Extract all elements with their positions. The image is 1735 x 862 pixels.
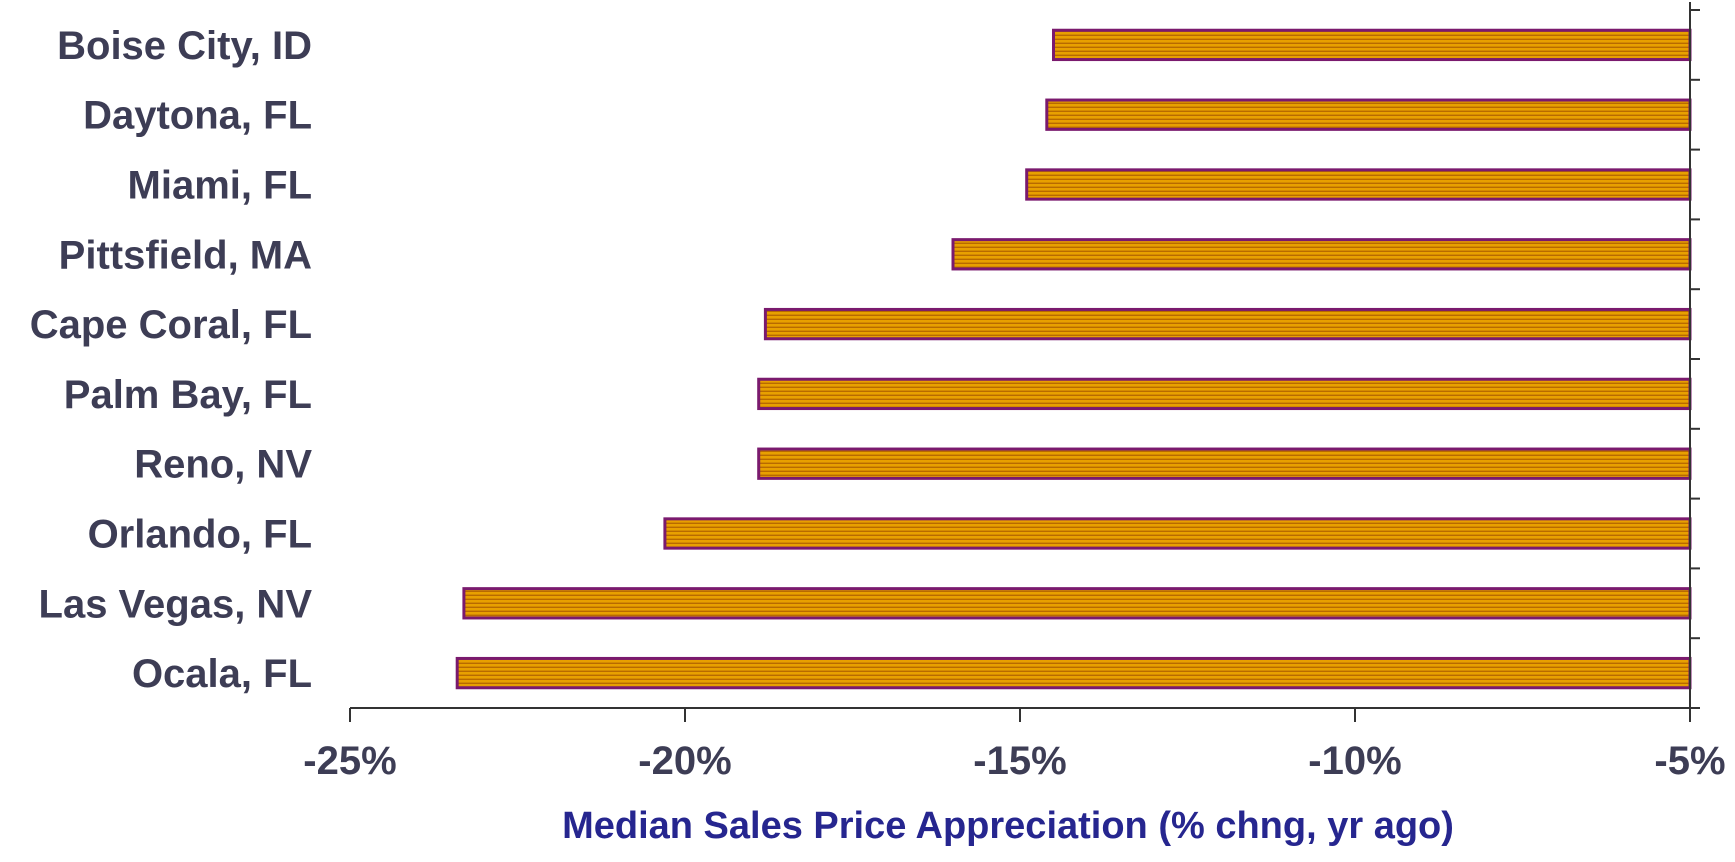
category-label: Ocala, FL	[132, 652, 312, 696]
x-tick-label: -5%	[1654, 739, 1725, 783]
bar	[1025, 168, 1692, 201]
bar	[663, 517, 1692, 550]
category-label: Reno, NV	[134, 443, 312, 487]
category-label: Palm Bay, FL	[64, 373, 312, 417]
category-label: Pittsfield, MA	[59, 233, 312, 277]
bar	[757, 377, 1692, 411]
x-axis-title: Median Sales Price Appreciation (% chng,…	[562, 805, 1454, 847]
x-tick-label: -20%	[638, 739, 731, 783]
category-labels: Boise City, ID Daytona, FL Miami, FL Pittsf…	[30, 24, 313, 696]
bar	[455, 656, 1692, 690]
x-tick-label: -25%	[303, 739, 396, 783]
tick-labels: -25% -20% -15% -10% -5%	[303, 739, 1725, 783]
bar	[462, 587, 1692, 620]
category-label: Boise City, ID	[57, 24, 312, 68]
category-label: Miami, FL	[128, 164, 312, 208]
bar	[763, 307, 1692, 341]
axis-layer	[349, 2, 1700, 722]
category-label: Orlando, FL	[88, 513, 312, 557]
bar	[757, 447, 1692, 480]
category-label: Las Vegas, NV	[39, 582, 313, 626]
bar	[1045, 98, 1692, 131]
bars-layer	[455, 28, 1692, 690]
x-tick-label: -15%	[973, 739, 1066, 783]
category-label: Daytona, FL	[83, 94, 312, 138]
bar	[951, 238, 1692, 271]
x-tick-label: -10%	[1308, 739, 1401, 783]
category-label: Cape Coral, FL	[30, 303, 312, 347]
bar	[1052, 28, 1692, 62]
